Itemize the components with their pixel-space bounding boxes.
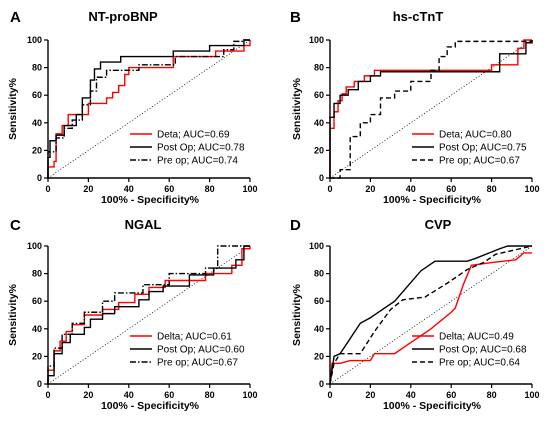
legend: Deta; AUC=0.80 Post Op; AUC=0.75 Pre op; A… bbox=[412, 130, 527, 167]
legend-label: Pre op; AUC=0.74 bbox=[157, 156, 238, 167]
y-tick-label: 80 bbox=[32, 63, 42, 73]
roc-curve-series-1 bbox=[329, 39, 532, 178]
x-tick-label: 20 bbox=[365, 390, 375, 400]
x-tick-label: 80 bbox=[205, 390, 215, 400]
x-tick-label: 40 bbox=[124, 390, 134, 400]
roc-curve-series-3 bbox=[330, 40, 533, 179]
legend-label: Pre op; AUC=0.67 bbox=[157, 358, 238, 369]
x-axis-title: 100% - Specificity% bbox=[101, 400, 200, 412]
panel-title: NGAL bbox=[125, 217, 162, 232]
roc-curve-series-2 bbox=[329, 40, 533, 178]
legend-label: Pre op; AUC=0.64 bbox=[439, 358, 520, 369]
panel-letter: B bbox=[290, 9, 301, 26]
x-tick-label: 80 bbox=[205, 184, 215, 194]
roc-curve-series-3 bbox=[47, 245, 250, 384]
panel-a: A NT-proBNP 0 20 40 60 80 100 0 20 40 60 80 100 100% -… bbox=[7, 9, 258, 206]
y-axis-title: Sensitivity% bbox=[291, 77, 303, 140]
x-tick-label: 80 bbox=[487, 390, 497, 400]
y-tick-label: 40 bbox=[314, 118, 324, 128]
y-tick-label: 40 bbox=[32, 118, 42, 128]
y-tick-label: 20 bbox=[314, 145, 324, 155]
roc-curve-series-1 bbox=[329, 252, 532, 385]
x-tick-label: 60 bbox=[446, 390, 456, 400]
y-tick-label: 80 bbox=[314, 269, 324, 279]
legend-label: Deta; AUC=0.69 bbox=[157, 130, 230, 141]
y-tick-label: 40 bbox=[314, 324, 324, 334]
x-tick-label: 60 bbox=[164, 390, 174, 400]
y-tick-label: 60 bbox=[314, 296, 324, 306]
roc-curve-series-3 bbox=[47, 39, 250, 178]
y-tick-label: 100 bbox=[27, 35, 42, 45]
y-tick-label: 100 bbox=[27, 241, 42, 251]
y-axis-title: Sensitivity% bbox=[7, 283, 19, 346]
y-tick-label: 100 bbox=[309, 241, 324, 251]
x-tick-label: 0 bbox=[45, 184, 50, 194]
legend-label: Post Op; AUC=0.60 bbox=[157, 345, 245, 356]
x-tick-label: 20 bbox=[83, 390, 93, 400]
y-axis-title: Sensitivity% bbox=[291, 283, 303, 346]
x-tick-label: 60 bbox=[446, 184, 456, 194]
y-tick-label: 60 bbox=[314, 90, 324, 100]
y-tick-label: 20 bbox=[32, 145, 42, 155]
legend: Deta; AUC=0.69 Post Op; AUC=0.78 Pre op; A… bbox=[130, 130, 245, 167]
legend-label: Post Op; AUC=0.75 bbox=[439, 143, 527, 154]
legend: Delta; AUC=0.61 Post Op; AUC=0.60 Pre op; … bbox=[130, 332, 245, 369]
y-tick-label: 0 bbox=[319, 173, 324, 183]
x-tick-label: 40 bbox=[406, 184, 416, 194]
panel-title: CVP bbox=[425, 217, 452, 232]
x-tick-label: 20 bbox=[83, 184, 93, 194]
panel-title: hs-cTnT bbox=[393, 9, 444, 24]
x-tick-label: 60 bbox=[164, 184, 174, 194]
x-tick-label: 0 bbox=[45, 390, 50, 400]
y-tick-label: 100 bbox=[309, 35, 324, 45]
x-axis-title: 100% - Specificity% bbox=[101, 194, 200, 206]
x-tick-label: 0 bbox=[327, 390, 332, 400]
y-tick-label: 80 bbox=[32, 269, 42, 279]
x-tick-label: 40 bbox=[124, 184, 134, 194]
roc-curve-series-2 bbox=[329, 245, 532, 385]
y-tick-label: 60 bbox=[32, 90, 42, 100]
y-tick-label: 80 bbox=[314, 63, 324, 73]
panel-title: NT-proBNP bbox=[88, 9, 158, 24]
legend-label: Delta; AUC=0.61 bbox=[157, 332, 232, 343]
y-tick-label: 40 bbox=[32, 324, 42, 334]
y-axis-title: Sensitivity% bbox=[7, 77, 19, 140]
panel-letter: C bbox=[10, 217, 21, 234]
x-tick-label: 100 bbox=[524, 390, 539, 400]
legend-label: Post Op; AUC=0.78 bbox=[157, 143, 245, 154]
panel-letter: D bbox=[290, 217, 301, 234]
x-tick-label: 20 bbox=[365, 184, 375, 194]
y-tick-label: 60 bbox=[32, 296, 42, 306]
x-tick-label: 100 bbox=[242, 390, 257, 400]
x-axis-title: 100% - Specificity% bbox=[383, 400, 482, 412]
y-tick-label: 0 bbox=[37, 379, 42, 389]
x-tick-label: 100 bbox=[242, 184, 257, 194]
panel-d: D CVP 0 20 40 60 80 100 0 20 40 60 80 100 100% - Speci… bbox=[290, 217, 540, 412]
x-tick-label: 0 bbox=[327, 184, 332, 194]
panel-c: C NGAL 0 20 40 60 80 100 0 20 40 60 80 100 100% - Spec… bbox=[7, 217, 258, 412]
y-tick-label: 20 bbox=[314, 351, 324, 361]
legend-label: Pre op; AUC=0.67 bbox=[439, 156, 520, 167]
roc-curve-series-3 bbox=[329, 245, 533, 385]
legend-label: Post Op; AUC=0.68 bbox=[439, 345, 527, 356]
x-tick-label: 100 bbox=[524, 184, 539, 194]
legend-label: Delta; AUC=0.49 bbox=[439, 332, 514, 343]
y-tick-label: 20 bbox=[32, 351, 42, 361]
y-tick-label: 0 bbox=[319, 379, 324, 389]
x-tick-label: 40 bbox=[406, 390, 416, 400]
panel-letter: A bbox=[10, 9, 21, 26]
legend: Delta; AUC=0.49 Post Op; AUC=0.68 Pre op; … bbox=[412, 332, 527, 369]
y-tick-label: 0 bbox=[37, 173, 42, 183]
x-tick-label: 80 bbox=[487, 184, 497, 194]
legend-label: Deta; AUC=0.80 bbox=[439, 130, 512, 141]
x-axis-title: 100% - Specificity% bbox=[383, 194, 482, 206]
